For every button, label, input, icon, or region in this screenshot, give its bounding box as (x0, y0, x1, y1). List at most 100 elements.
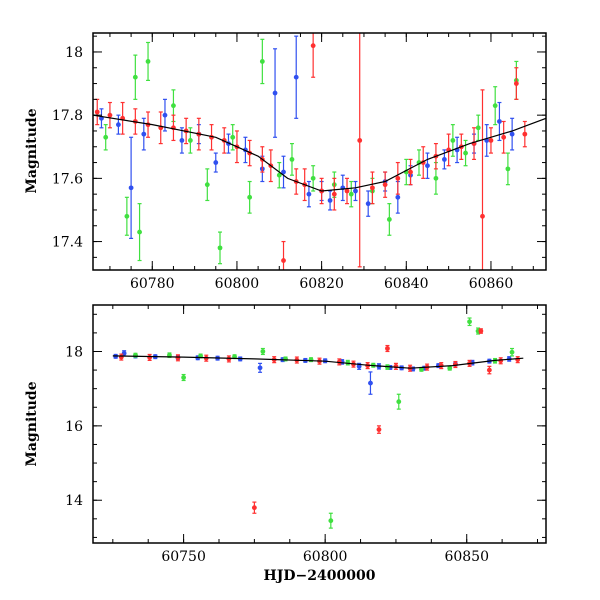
data-point (145, 59, 151, 64)
data-point (353, 188, 358, 194)
data-point (276, 172, 282, 178)
data-point (447, 365, 453, 371)
data-point (181, 375, 187, 380)
y-tick-label: 18 (65, 344, 83, 360)
x-tick-label: 60800 (303, 549, 348, 565)
data-point (463, 150, 468, 156)
data-point (94, 109, 100, 115)
y-tick-label: 17.4 (52, 235, 83, 251)
y-axis-label: Magnitude (24, 108, 40, 193)
data-point (283, 356, 288, 362)
data-point (306, 191, 312, 197)
data-point (327, 198, 333, 203)
y-tick-label: 18 (65, 45, 83, 61)
data-point (226, 356, 232, 362)
top-panel-zoomed-light-curve: 60780 60800 60820 60840 60860 17.4 17.6 17.8 18 M… (24, 32, 547, 292)
data-point (116, 122, 121, 128)
data-point (251, 505, 257, 511)
data-point (356, 363, 362, 369)
trend-line (112, 355, 524, 369)
data-point (147, 355, 153, 360)
data-point (137, 229, 142, 235)
data-point (376, 427, 382, 432)
data-point (132, 74, 138, 80)
data-point (408, 169, 413, 175)
data-point (467, 319, 472, 325)
series-0 (99, 35, 515, 239)
data-point (478, 328, 484, 334)
x-tick-label: 60860 (469, 276, 514, 292)
axes-frame (92, 304, 547, 544)
data-point (395, 194, 401, 200)
y-tick-label: 16 (65, 419, 83, 435)
data-point (179, 138, 185, 143)
data-point (433, 175, 439, 181)
data-point (331, 191, 337, 197)
data-point (501, 134, 507, 140)
data-point (128, 185, 134, 191)
data-point (385, 346, 390, 351)
data-point (505, 166, 511, 172)
data-point (382, 182, 388, 188)
data-point (107, 112, 113, 118)
data-point (357, 138, 363, 143)
x-tick-label: 60820 (299, 276, 344, 292)
trend-line (93, 114, 546, 192)
series-1 (103, 38, 519, 265)
data-point (328, 518, 334, 524)
data-point (509, 349, 515, 355)
data-point (497, 119, 502, 124)
data-point (486, 367, 492, 373)
y-tick-label: 14 (65, 493, 83, 509)
data-point (272, 90, 278, 96)
data-point (522, 131, 528, 137)
data-point (141, 131, 147, 137)
data-point (344, 188, 350, 194)
data-point (259, 59, 265, 64)
data-point (348, 191, 354, 197)
x-tick-label: 60850 (444, 549, 489, 565)
data-point (513, 81, 519, 86)
x-tick-label: 60780 (130, 276, 175, 292)
axes-frame (92, 32, 547, 271)
data-point (396, 399, 402, 405)
data-point (425, 163, 430, 169)
data-point (103, 134, 109, 140)
bottom-panel-full-light-curve: 60750 60800 60850 14 16 18 Magnitude HJD−240000… (24, 304, 547, 584)
data-point (386, 217, 392, 222)
data-point (395, 175, 401, 181)
data-point (310, 43, 316, 49)
data-point (260, 349, 266, 354)
data-point (365, 201, 371, 207)
x-tick-label: 60800 (215, 276, 260, 292)
data-point (498, 358, 504, 364)
data-point (124, 213, 130, 219)
data-point (247, 194, 253, 200)
data-point (171, 103, 176, 109)
data-point (187, 138, 193, 143)
x-tick-label: 60840 (384, 276, 429, 292)
y-tick-label: 17.6 (52, 171, 83, 187)
data-point (370, 185, 375, 191)
data-point (281, 258, 286, 263)
y-tick-label: 17.8 (52, 108, 83, 124)
x-tick-label: 60750 (161, 549, 206, 565)
plot-area (112, 317, 524, 529)
series-1 (133, 317, 515, 529)
data-point (488, 138, 494, 143)
data-point (289, 157, 295, 162)
data-point (217, 245, 223, 251)
data-point (480, 213, 485, 219)
data-point (118, 354, 124, 360)
data-point (204, 182, 210, 188)
plot-area (93, 33, 546, 270)
data-point (293, 74, 299, 80)
data-point (368, 380, 373, 386)
data-point (213, 160, 219, 165)
data-point (509, 131, 515, 137)
data-point (230, 134, 236, 140)
data-point (281, 169, 286, 175)
data-point (310, 175, 316, 181)
data-point (393, 363, 399, 369)
data-point (175, 355, 181, 361)
